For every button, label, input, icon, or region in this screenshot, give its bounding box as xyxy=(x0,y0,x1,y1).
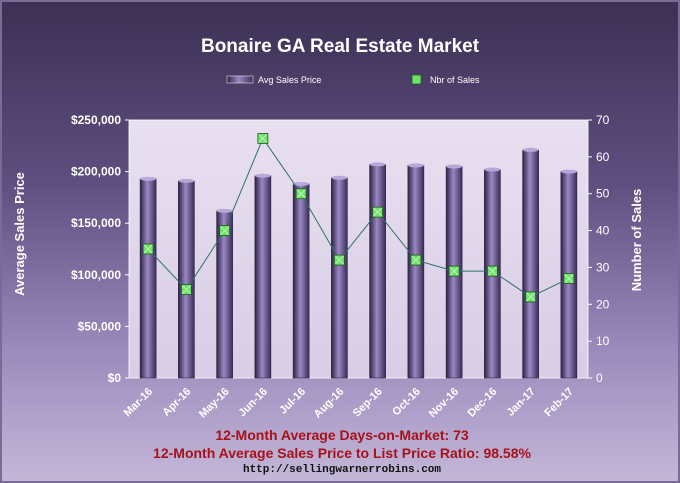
price-bar xyxy=(254,175,272,379)
y-axis-title: Average Sales Price xyxy=(12,172,27,296)
legend: Avg Sales Price Nbr of Sales xyxy=(226,74,480,85)
sales-marker-glint xyxy=(182,285,191,294)
right-tick-label: 20 xyxy=(596,297,610,311)
price-bar xyxy=(407,165,425,379)
price-bar-cap xyxy=(216,208,233,213)
category-label: Oct-16 xyxy=(390,386,423,419)
price-bar xyxy=(292,183,310,379)
price-bar-cap xyxy=(560,169,577,174)
sales-marker-glint xyxy=(220,226,229,235)
left-tick-label: $50,000 xyxy=(78,319,122,333)
right-tick-label: 40 xyxy=(596,224,610,238)
right-tick-label: 30 xyxy=(596,260,610,274)
price-ratio-stat: 12-Month Average Sales Price to List Pri… xyxy=(153,445,531,461)
sales-marker-glint xyxy=(373,207,382,217)
left-tick-label: $0 xyxy=(108,371,122,385)
days-on-market-stat: 12-Month Average Days-on-Market: 73 xyxy=(215,427,469,443)
chart-title: Bonaire GA Real Estate Market xyxy=(201,36,480,57)
left-axis-ticks: $0 $50,000 $100,000 $150,000 $200,000 $250,00… xyxy=(71,113,129,385)
sales-marker-glint xyxy=(564,274,574,283)
right-tick-label: 50 xyxy=(596,187,610,201)
sales-line xyxy=(147,137,570,298)
y2-axis-title: Number of Sales xyxy=(629,189,644,292)
category-label: May-16 xyxy=(197,386,232,421)
price-bar xyxy=(139,178,157,379)
category-label: Nov-16 xyxy=(427,386,461,420)
category-labels: Mar-16 Apr-16 May-16 Jun-16 Jul-16 Aug-16 Sep-… xyxy=(122,386,576,421)
price-bar xyxy=(178,180,195,379)
plot-area xyxy=(128,119,589,379)
sales-marker-glint xyxy=(335,255,344,265)
category-label: Jun-16 xyxy=(236,386,270,420)
price-bar-cap xyxy=(331,175,348,180)
sales-marker-glint xyxy=(488,266,497,276)
right-tick-label: 0 xyxy=(596,371,603,385)
legend-swatch-price xyxy=(226,75,254,84)
category-label: Feb-17 xyxy=(542,386,576,420)
legend-swatch-sales xyxy=(411,74,422,85)
right-tick-label: 70 xyxy=(596,113,610,127)
category-label: Mar-16 xyxy=(122,386,156,420)
sales-marker-glint xyxy=(258,134,268,143)
legend-label-sales: Nbr of Sales xyxy=(430,75,480,85)
price-bar xyxy=(522,149,539,379)
price-bar-cap xyxy=(140,176,157,181)
website-url[interactable]: http://sellingwarnerrobins.com xyxy=(242,464,442,476)
sales-marker-glint xyxy=(449,266,459,276)
sales-marker-glint xyxy=(296,189,306,199)
price-bar xyxy=(331,177,348,379)
category-label: Aug-16 xyxy=(312,386,347,421)
sales-marker-glint xyxy=(526,292,535,302)
left-tick-label: $250,000 xyxy=(71,113,121,127)
sales-marker-glint xyxy=(143,244,153,254)
category-label: Jul-16 xyxy=(277,386,308,417)
price-bar-cap xyxy=(484,167,501,172)
right-tick-label: 60 xyxy=(596,150,610,164)
category-label: Sep-16 xyxy=(351,386,385,420)
price-bar-cap xyxy=(369,162,386,167)
price-bar-cap xyxy=(522,147,539,152)
right-axis-ticks: 0 10 20 30 40 50 60 70 xyxy=(588,113,610,385)
category-label: Apr-16 xyxy=(160,386,193,419)
sales-marker-glint xyxy=(411,255,421,265)
sales-markers xyxy=(142,133,575,303)
price-bar xyxy=(369,164,386,379)
left-tick-label: $100,000 xyxy=(71,268,121,282)
price-bar-cap xyxy=(407,163,424,168)
category-label: Dec-16 xyxy=(465,386,499,420)
left-tick-label: $150,000 xyxy=(71,216,121,230)
category-label: Jan-17 xyxy=(505,386,538,419)
right-tick-label: 10 xyxy=(596,334,610,348)
left-tick-label: $200,000 xyxy=(71,165,121,179)
legend-label-price: Avg Sales Price xyxy=(258,75,321,85)
price-bar-cap xyxy=(178,178,195,183)
price-bar-cap xyxy=(254,173,271,178)
price-bar-cap xyxy=(293,181,310,186)
price-bar-cap xyxy=(446,164,463,169)
